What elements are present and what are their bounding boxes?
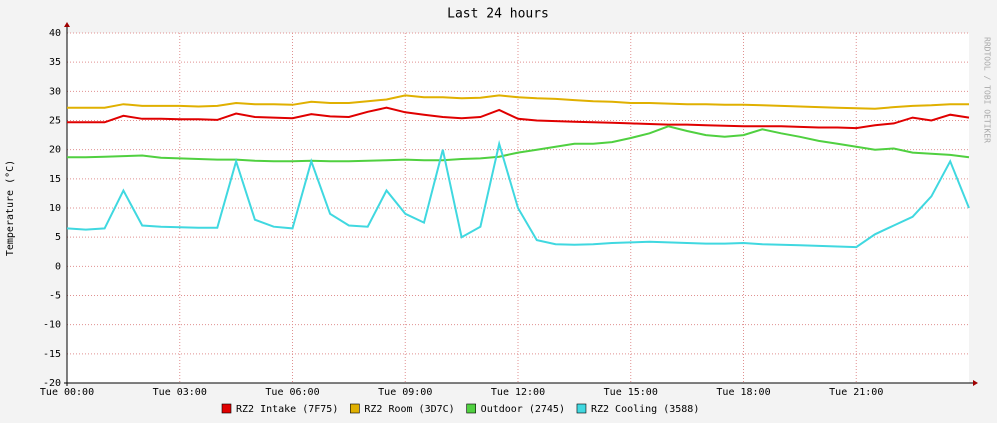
x-tick-label: Tue 00:00 xyxy=(40,387,94,398)
y-tick-label: 10 xyxy=(49,203,61,214)
y-tick-label: -5 xyxy=(49,291,61,302)
y-tick-label: 0 xyxy=(55,261,61,272)
legend-swatch xyxy=(350,403,360,414)
x-tick-label: Tue 06:00 xyxy=(265,387,319,398)
legend-label: Outdoor (2745) xyxy=(481,404,565,415)
x-tick-label: Tue 03:00 xyxy=(153,387,207,398)
x-tick-label: Tue 15:00 xyxy=(604,387,658,398)
legend-label: RZ2 Room (3D7C) xyxy=(364,404,454,415)
y-tick-label: -10 xyxy=(43,320,61,331)
chart-title: Last 24 hours xyxy=(447,7,549,22)
y-tick-label: 25 xyxy=(49,116,61,127)
side-label: RRDTOOL / TOBI OETIKER xyxy=(983,37,992,143)
y-tick-label: 15 xyxy=(49,174,61,185)
x-tick-label: Tue 12:00 xyxy=(491,387,545,398)
y-tick-label: 35 xyxy=(49,57,61,68)
series-line xyxy=(67,125,970,163)
y-axis-arrow xyxy=(64,22,70,27)
y-tick-label: -20 xyxy=(43,378,61,389)
legend-swatch xyxy=(221,403,232,414)
y-axis-label: Temperature (°C) xyxy=(5,160,16,256)
x-tick-label: Tue 09:00 xyxy=(378,387,432,398)
series-line xyxy=(67,106,970,130)
y-tick-label: 30 xyxy=(49,86,61,97)
y-tick-label: 40 xyxy=(49,28,61,39)
x-axis-arrow xyxy=(973,380,978,386)
legend-swatch xyxy=(576,403,587,414)
legend-label: RZ2 Intake (7F75) xyxy=(236,404,338,415)
y-tick-label: -15 xyxy=(43,349,61,360)
y-tick-label: 5 xyxy=(55,232,61,243)
legend-swatch xyxy=(466,403,476,414)
y-tick-label: 20 xyxy=(49,145,61,156)
legend-label: RZ2 Cooling (3588) xyxy=(591,404,699,415)
x-tick-label: Tue 21:00 xyxy=(829,387,883,398)
series-line xyxy=(66,139,970,249)
x-tick-label: Tue 18:00 xyxy=(716,387,770,398)
series-line xyxy=(67,94,969,110)
